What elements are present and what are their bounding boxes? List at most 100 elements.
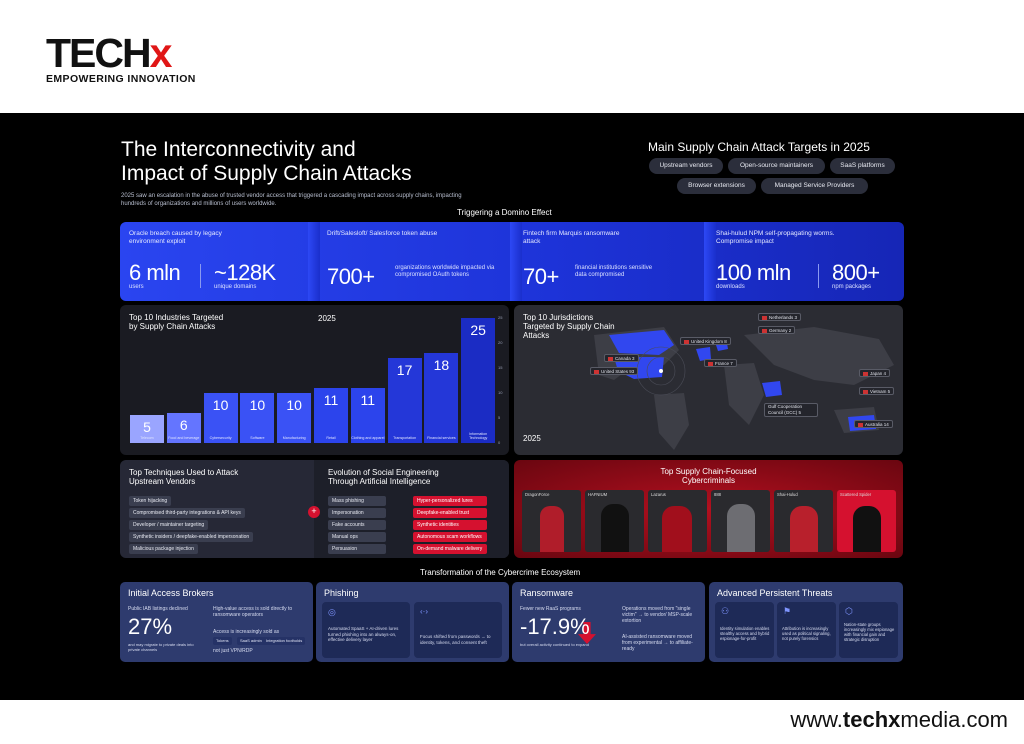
plus-icon: + (308, 506, 320, 518)
criminals-title: Top Supply Chain-Focused Cybercriminals (660, 467, 757, 485)
criminal-card: DragonForce (522, 490, 581, 552)
industry-bar: 25 Information Technology (461, 318, 496, 443)
industry-bar: 10 Manufacturing (277, 393, 312, 443)
phishing-title: Phishing (324, 588, 359, 598)
iab-caption: Public IAB listings declined (128, 606, 188, 612)
phishing-panel: ‹·› Focus shifted from passwords → to id… (414, 602, 502, 658)
apt-c1: Identity simulation enables stealthy acc… (720, 626, 770, 641)
axis-tick: 25 (498, 315, 503, 320)
flag-icon: ⚑ (783, 606, 792, 616)
tag-japan: Japan 4 (859, 369, 891, 377)
tag-australia: Australia 14 (854, 420, 893, 428)
industries-year: 2025 (318, 314, 336, 323)
logo-tagline: EMPOWERING INNOVATION (46, 73, 196, 85)
industry-bar: 10 Software (240, 393, 275, 443)
iab-right3: not just VPN/RDP (213, 648, 253, 654)
iab-badge: Integration footholds (263, 637, 306, 645)
drift-caption: Drift/Salesloft/ Salesforce token abuse (327, 230, 438, 237)
bar-value: 17 (396, 362, 413, 378)
ransomware-value: -17.9% (520, 614, 590, 639)
strip-chevron (308, 222, 320, 301)
evolution-from: Impersonation (328, 508, 386, 518)
oracle-label-domains: unique domains (214, 284, 257, 290)
evolution-from: Manual ops (328, 532, 386, 542)
apt-c3: Nation-state groups increasingly mix esp… (844, 622, 895, 642)
figure-icon (601, 504, 629, 552)
shai-value-downloads: 100 mln (716, 260, 791, 285)
bar-value: 5 (143, 419, 151, 435)
bar-value: 11 (323, 392, 339, 408)
divider (818, 264, 819, 288)
phishing-c1: Automated SpaaS + AI-driven lures turned… (328, 626, 399, 642)
evolution-to: Autonomous scam workflows (413, 532, 487, 542)
bar-label: Food and beverage (168, 436, 200, 440)
shield-icon: ⬡ (845, 606, 853, 616)
figure-icon (662, 506, 692, 552)
criminals-card: Top Supply Chain-Focused Cybercriminals D… (514, 460, 903, 558)
bar-label: Financial services (427, 436, 456, 440)
fintech-label: financial institutions sensitive data co… (575, 265, 653, 278)
figure-icon (790, 506, 818, 552)
drift-value: 700+ (327, 264, 375, 289)
shai-value-packages: 800+ (832, 260, 880, 285)
iab-badge: SaaS admin (237, 637, 265, 645)
bar-label: Clothing and apparel (351, 436, 385, 440)
axis-tick: 5 (498, 415, 501, 420)
ransomware-foot: but overall activity continued to expand (520, 642, 589, 647)
apt-card: Advanced Persistent Threats ⚇ Identity s… (709, 582, 903, 662)
logo-wordmark: TECHx (46, 30, 172, 76)
target-pill-opensource: Open-source maintainers (728, 158, 825, 174)
techx-logo: TECHx EMPOWERING INNOVATION (46, 30, 196, 86)
bar-label: Telecom (140, 436, 154, 440)
technique-item: Developer / maintainer targeting (129, 520, 209, 530)
target-pill-browser: Browser extensions (677, 178, 756, 194)
transformation-title: Transformation of the Cybercrime Ecosyst… (420, 568, 581, 577)
ransomware-card: Ransomware Fewer new RaaS programs -17.9… (512, 582, 705, 662)
criminal-card: Shai-Hulud (774, 490, 833, 552)
technique-item: Synthetic insiders / deepfake-enabled im… (129, 532, 254, 542)
divider (200, 264, 201, 288)
axis-tick: 15 (498, 365, 503, 370)
target-pill-upstream: Upstream vendors (649, 158, 723, 174)
iab-card: Initial Access Brokers Public IAB listin… (120, 582, 313, 662)
shai-label-downloads: downloads (716, 284, 745, 290)
bar-label: Retail (326, 436, 336, 440)
bar-value: 18 (433, 357, 450, 373)
domino-title: Triggering a Domino Effect (457, 208, 552, 217)
evolution-from: Mass phishing (328, 496, 386, 506)
tag-united-states: United States 93 (590, 367, 639, 375)
target-pill-saas: SaaS platforms (830, 158, 895, 174)
bar-label: Software (250, 436, 265, 440)
iab-foot: and may migrate to private deals into pr… (128, 642, 194, 652)
strip-chevron (704, 222, 716, 301)
axis-tick: 10 (498, 390, 503, 395)
industry-bar: 17 Transportation (387, 358, 422, 443)
intro-text: 2025 saw an escalation in the abuse of t… (121, 193, 462, 207)
industries-title: Top 10 Industries Targeted by Supply Chai… (129, 313, 224, 331)
person-icon: ⚇ (721, 606, 730, 616)
technique-item: Compromised third-party integrations & A… (129, 508, 245, 518)
bar-value: 10 (286, 397, 302, 413)
strip-chevron (510, 222, 522, 301)
phishing-c2: Focus shifted from passwords → to identi… (420, 634, 491, 645)
evolution-to: Synthetic identities (413, 520, 487, 530)
evolution-to: On-demand malware delivery (413, 544, 487, 554)
tag-canada: Canada 3 (604, 354, 639, 362)
bar-label: Cybersecurity (209, 436, 232, 440)
evolution-title: Evolution of Social Engineering Through A… (328, 468, 439, 486)
bar-value: 11 (360, 392, 376, 408)
evolution-to: Hyper-personalized lures (413, 496, 487, 506)
apt-title: Advanced Persistent Threats (717, 588, 833, 598)
apt-panel: ⚇ Identity simulation enables stealthy a… (715, 602, 774, 658)
oracle-label-users: users (129, 284, 144, 290)
evolution-from: Fake accounts (328, 520, 386, 530)
industries-card: Top 10 Industries Targeted by Supply Chai… (120, 305, 509, 455)
jurisdictions-card: Top 10 Jurisdictions Targeted by Supply C… (514, 305, 903, 455)
oracle-caption: Oracle breach caused by legacy environme… (129, 230, 222, 245)
industry-bar: 11 Retail (314, 388, 348, 443)
domino-strip: Oracle breach caused by legacy environme… (120, 222, 904, 301)
ransomware-title: Ransomware (520, 588, 574, 598)
oracle-value-domains: ~128K (214, 260, 276, 285)
apt-panel: ⬡ Nation-state groups increasingly mix e… (839, 602, 898, 658)
figure-icon (540, 506, 564, 552)
